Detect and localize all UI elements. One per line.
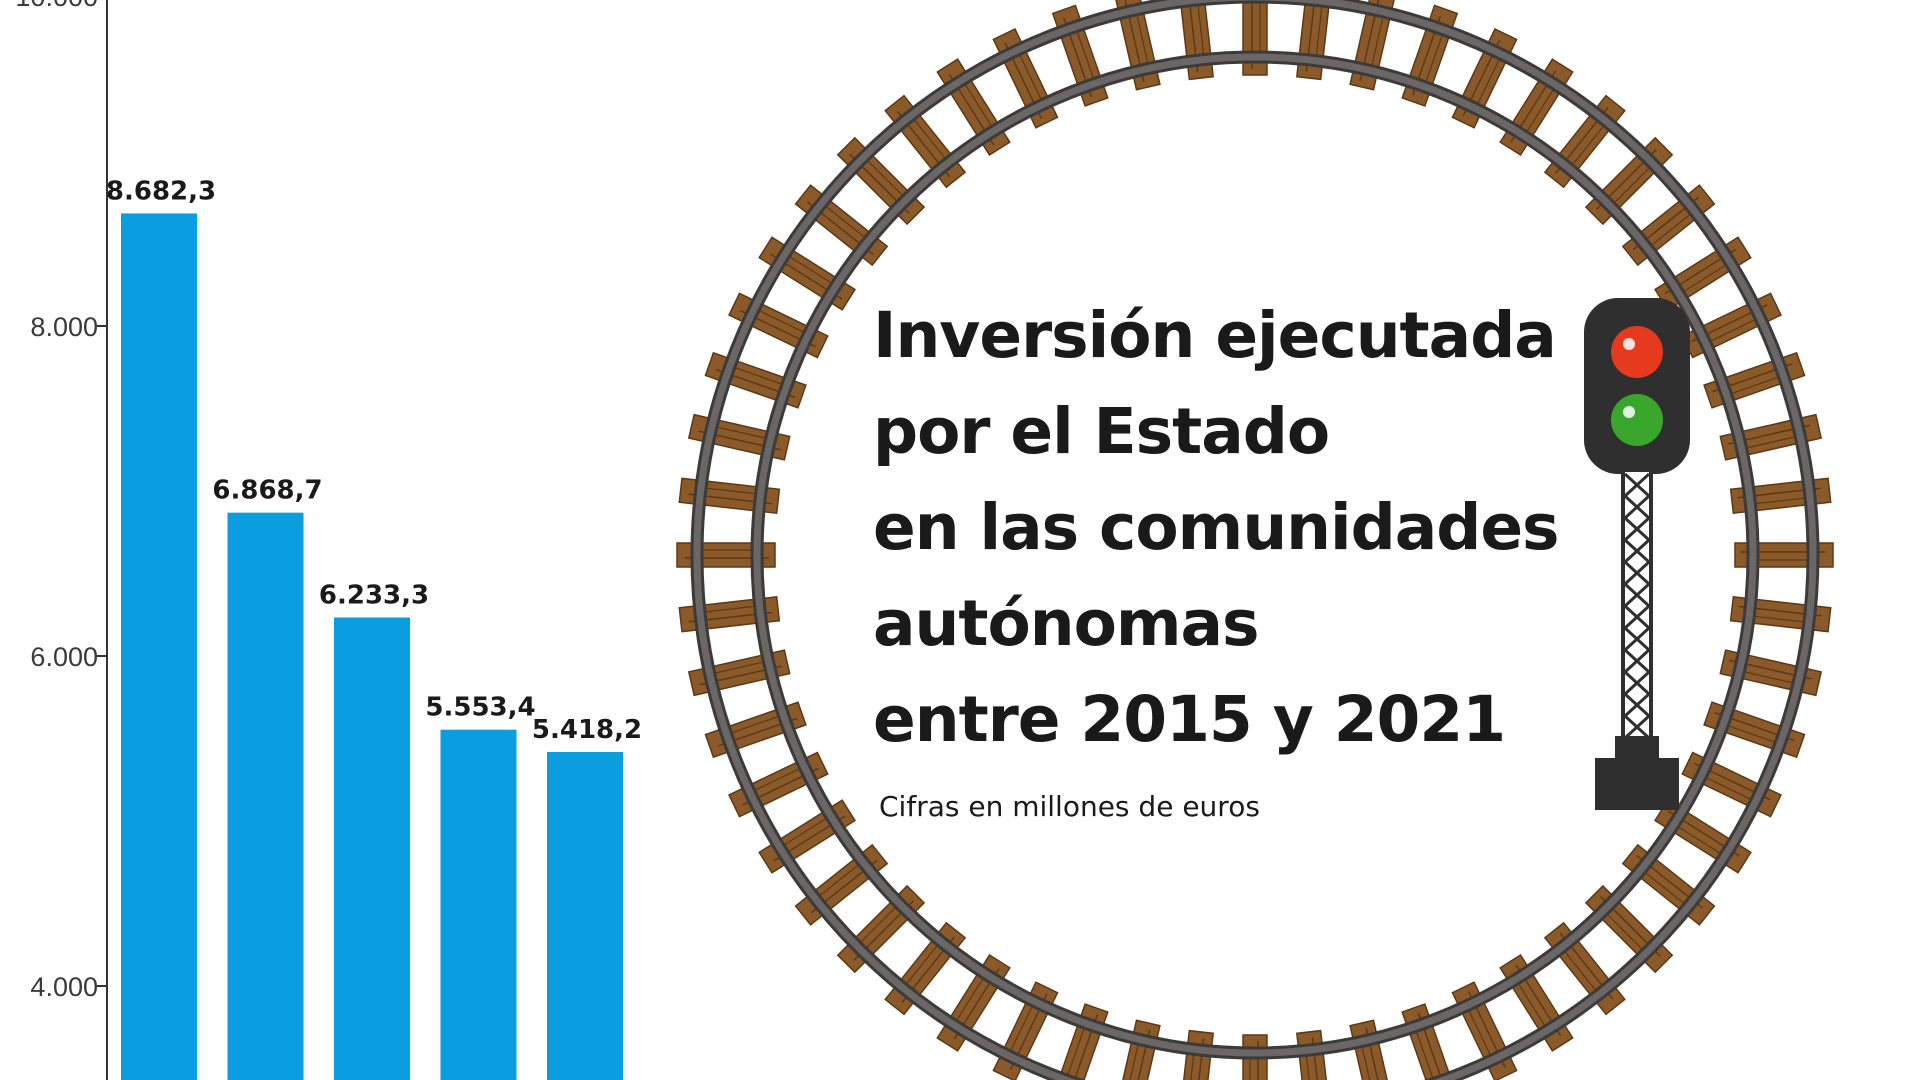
bar xyxy=(440,729,517,1080)
chart-title-line: autónomas xyxy=(873,587,1260,660)
signal-green-light xyxy=(1611,394,1663,446)
chart-title: Inversión ejecutada por el Estado en las… xyxy=(873,288,1593,768)
chart-title-line: por el Estado xyxy=(873,395,1330,468)
y-tick-label: 8.000 xyxy=(30,312,98,342)
traffic-signal-icon xyxy=(1584,298,1690,810)
signal-housing xyxy=(1584,298,1690,474)
bar xyxy=(547,751,623,1080)
y-tick-label: 6.000 xyxy=(30,642,98,672)
bar-value-label: 6.868,7 xyxy=(212,476,322,506)
bar xyxy=(334,617,410,1080)
railway-track-circle-icon xyxy=(676,0,1834,1080)
track-tie xyxy=(836,136,926,226)
bar-value-label: 8.682,3 xyxy=(106,176,216,206)
chart-title-line: en las comunidades xyxy=(873,491,1560,564)
y-axis: 4.000 6.000 8.000 10.000 xyxy=(15,0,108,1080)
title-block: Inversión ejecutada por el Estado en las… xyxy=(873,288,1593,823)
bar-value-label: 6.233,3 xyxy=(319,581,429,611)
y-tick-label: 4.000 xyxy=(30,972,98,1002)
data-labels: 8.682,3 6.868,7 6.233,3 5.553,45.418,2 xyxy=(106,176,642,745)
signal-red-light xyxy=(1611,326,1663,378)
chart-title-line: entre 2015 y 2021 xyxy=(873,683,1506,756)
bar-value-label: 5.553,4 xyxy=(425,693,535,723)
chart-title-line: Inversión ejecutada xyxy=(873,299,1557,372)
bars xyxy=(121,213,623,1080)
y-tick-label: 10.000 xyxy=(15,0,98,12)
track-tie xyxy=(1584,884,1674,974)
track-tie xyxy=(836,884,926,974)
bar-value-label: 5.418,2 xyxy=(532,715,642,745)
bar xyxy=(121,213,197,1080)
bar xyxy=(227,512,304,1080)
chart-subtitle: Cifras en millones de euros xyxy=(879,790,1260,823)
track-tie xyxy=(1584,136,1674,226)
signal-base xyxy=(1595,758,1679,810)
track-tie xyxy=(1242,0,1268,76)
